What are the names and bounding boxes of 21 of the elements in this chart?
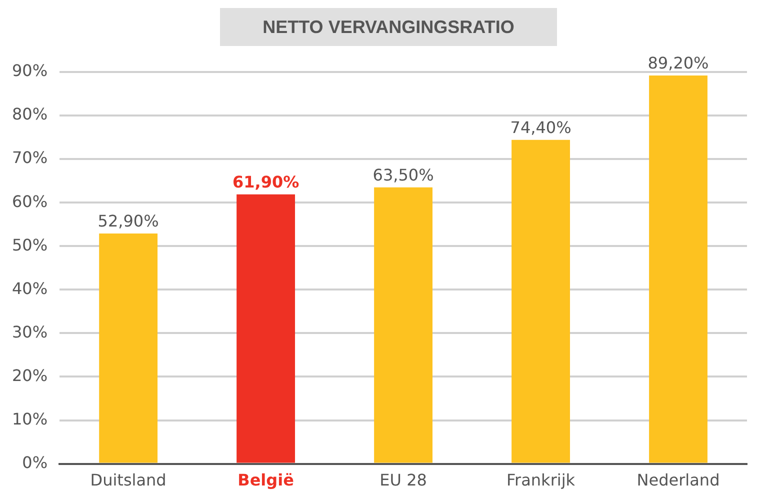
y-tick-label: 20%	[12, 366, 48, 385]
y-tick-label: 80%	[12, 104, 48, 124]
y-tick-label: 10%	[12, 409, 48, 428]
x-tick-label: Frankrijk	[506, 470, 576, 490]
x-tick-label: EU 28	[380, 470, 427, 490]
data-label: 63,50%	[372, 166, 434, 185]
y-tick-label: 50%	[12, 235, 48, 254]
y-tick-label: 0%	[22, 452, 48, 472]
data-label: 89,20%	[648, 54, 709, 73]
x-tick-label: Duitsland	[90, 470, 166, 490]
y-tick-label: 40%	[12, 278, 48, 298]
y-tick-label: 30%	[12, 322, 48, 342]
data-label: 52,90%	[98, 212, 159, 231]
chart-title: NETTO VERVANGINGSRATIO	[220, 8, 557, 46]
x-tick-label: Nederland	[636, 470, 720, 490]
data-label: 61,90%	[232, 172, 300, 192]
y-tick-label: 60%	[12, 192, 48, 211]
x-tick-label: België	[238, 470, 294, 490]
y-tick-label: 90%	[12, 61, 48, 80]
y-tick-label: 70%	[12, 148, 48, 168]
data-label: 74,40%	[510, 118, 572, 138]
